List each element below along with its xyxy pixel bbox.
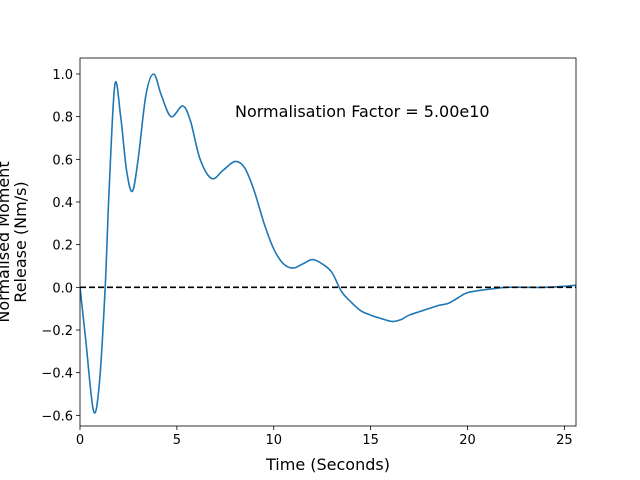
x-axis-label: Time (Seconds) bbox=[265, 455, 390, 474]
x-tick-label: 0 bbox=[76, 433, 84, 448]
y-tick-label: −0.4 bbox=[41, 367, 73, 382]
line-series bbox=[80, 73, 576, 414]
y-tick-label: 0.0 bbox=[52, 281, 73, 296]
annotation: Normalisation Factor = 5.00e10 bbox=[235, 102, 490, 121]
plot-frame bbox=[79, 57, 577, 427]
y-tick-label: 1.0 bbox=[52, 68, 73, 83]
x-tick-label: 25 bbox=[556, 433, 573, 448]
y-tick-label: 0.2 bbox=[52, 239, 73, 254]
x-tick-label: 20 bbox=[459, 433, 476, 448]
x-tick-label: 5 bbox=[173, 433, 181, 448]
y-tick-label: −0.2 bbox=[41, 324, 73, 339]
x-tick-label: 15 bbox=[362, 433, 379, 448]
y-axis-label: Normalised Moment bbox=[0, 161, 13, 322]
y-axis-label: Release (Nm/s) bbox=[11, 181, 30, 302]
y-tick-label: 0.4 bbox=[52, 196, 73, 211]
y-tick-label: 0.6 bbox=[52, 153, 73, 168]
y-tick-label: 0.8 bbox=[52, 111, 73, 126]
x-tick-label: 10 bbox=[265, 433, 282, 448]
y-tick-label: −0.6 bbox=[41, 409, 73, 424]
